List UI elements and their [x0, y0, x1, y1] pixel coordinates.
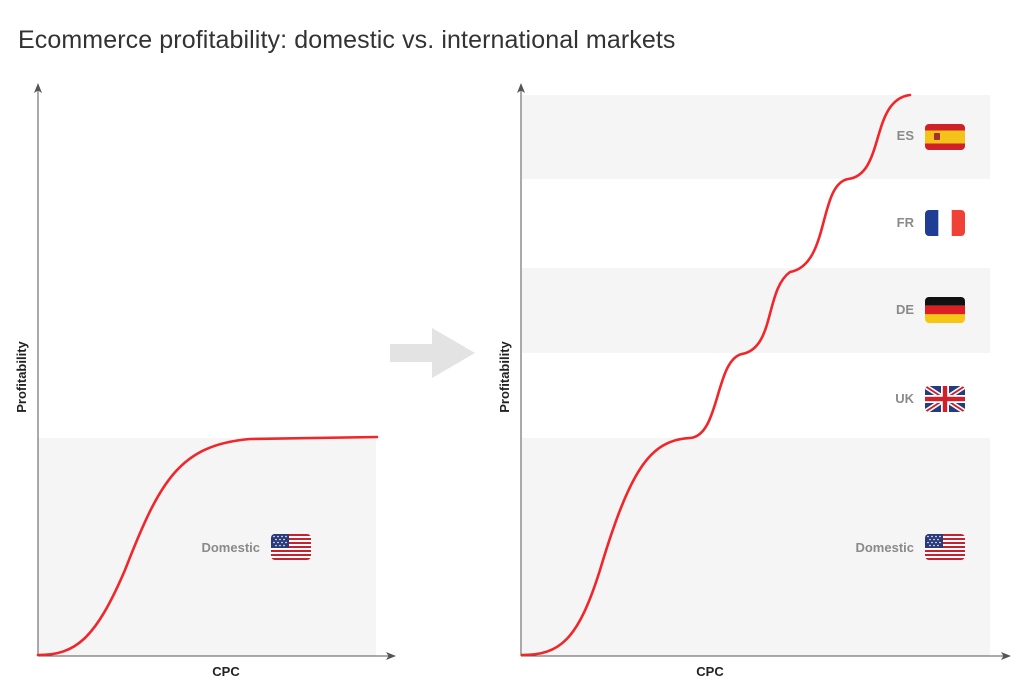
uk-flag-icon	[925, 386, 965, 412]
right-market-label-domestic: Domestic	[855, 540, 914, 555]
left-y-axis-label: Profitability	[14, 340, 29, 412]
es-band	[522, 95, 990, 179]
us-flag-icon	[925, 534, 965, 560]
left-market-label-domestic: Domestic	[201, 540, 260, 555]
germany-flag-icon	[925, 297, 965, 323]
france-flag-icon	[925, 210, 965, 236]
right-arrow-icon	[390, 328, 475, 378]
right-market-label-fr: FR	[897, 215, 915, 230]
page-title: Ecommerce profitability: domestic vs. in…	[18, 26, 676, 54]
right-market-label-es: ES	[897, 128, 915, 143]
left-x-axis-label: CPC	[212, 664, 240, 679]
right-x-axis-label: CPC	[696, 664, 724, 679]
right-chart-panel: ES FR DE UK Domestic CPC Profitability	[497, 83, 1011, 679]
right-y-axis-label: Profitability	[497, 340, 512, 412]
left-chart-panel: Domestic CPC Profitability	[14, 83, 396, 679]
spain-flag-icon	[925, 124, 965, 150]
right-market-label-uk: UK	[895, 391, 914, 406]
de-band	[522, 268, 990, 353]
us-flag-icon	[271, 534, 311, 560]
domestic-band	[522, 438, 990, 656]
right-profitability-curve	[520, 93, 912, 657]
left-profitability-curve	[36, 435, 379, 657]
right-market-label-de: DE	[896, 302, 914, 317]
domestic-band	[38, 438, 376, 656]
